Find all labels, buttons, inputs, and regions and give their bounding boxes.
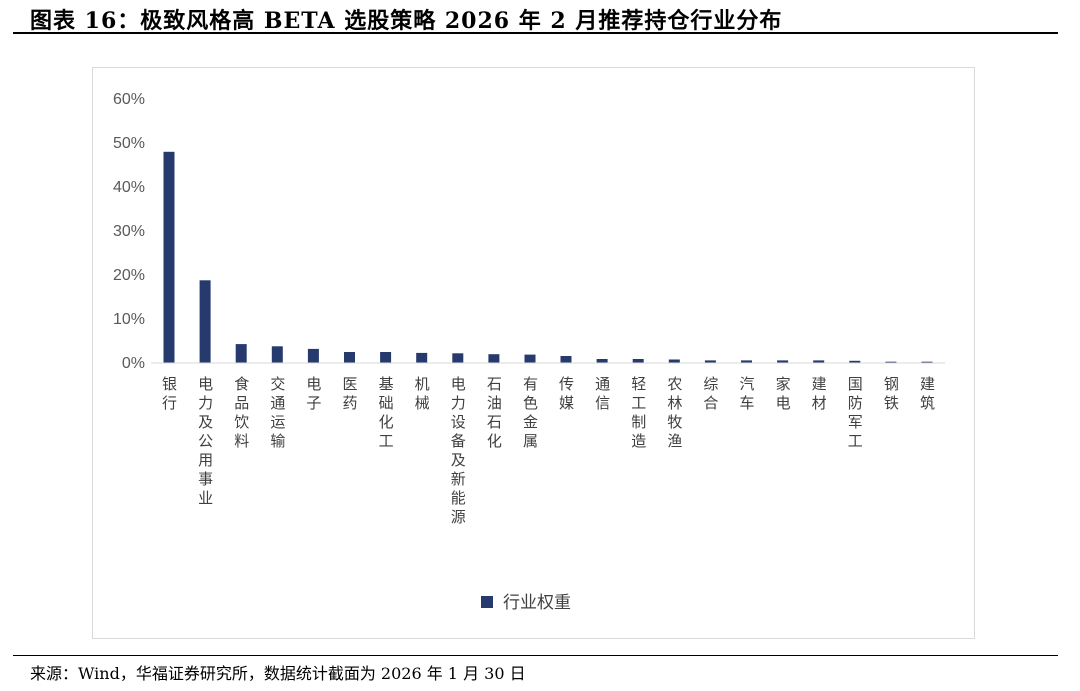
x-tick-label: 建材	[810, 376, 828, 414]
y-tick-label: 20%	[113, 267, 145, 284]
bar	[307, 348, 319, 363]
x-tick-label: 医药	[341, 376, 359, 414]
legend-swatch	[481, 596, 493, 608]
bar	[849, 360, 861, 363]
bar-chart: 0% 10% 20% 30% 40% 50% 60% 银行 电力及公用事业 食品饮料 交通运输 电子…	[113, 91, 945, 613]
x-tick-label: 建筑	[918, 376, 936, 414]
bar	[560, 356, 572, 363]
bar	[416, 352, 428, 363]
x-tick-label: 食品饮料	[232, 376, 250, 452]
y-tick-label: 30%	[113, 223, 145, 240]
x-tick-label: 银行	[160, 376, 178, 414]
legend-label: 行业权重	[503, 593, 571, 613]
bar	[163, 151, 175, 363]
x-tick-label: 综合	[701, 376, 719, 414]
x-tick-label: 传媒	[557, 376, 575, 414]
x-axis-labels: 银行 电力及公用事业 食品饮料 交通运输 电子 医药 基础化工 机械 电力设备及新能源 石油石化有…	[160, 375, 936, 528]
x-tick-label: 轻工制造	[629, 376, 647, 452]
bar	[813, 360, 825, 363]
chart-frame: 0% 10% 20% 30% 40% 50% 60% 银行 电力及公用事业 食品饮料 交通运输 电子…	[92, 67, 975, 639]
bar	[199, 280, 211, 363]
bar	[488, 354, 500, 363]
y-tick-label: 0%	[122, 355, 145, 372]
x-tick-label: 国防军工	[846, 376, 864, 452]
bar	[777, 360, 789, 363]
x-tick-label: 石油石化	[485, 376, 503, 452]
y-tick-label: 60%	[113, 91, 145, 108]
bar	[235, 344, 247, 363]
x-tick-label: 电子	[304, 376, 322, 414]
x-tick-label: 机械	[413, 376, 431, 414]
x-tick-label: 汽车	[738, 376, 756, 414]
x-tick-label: 家电	[774, 376, 792, 414]
x-tick-label: 电力设备及新能源	[449, 376, 467, 528]
bar	[668, 359, 680, 363]
bar	[704, 360, 716, 363]
bars	[163, 151, 933, 363]
x-tick-label: 有色金属	[521, 376, 539, 452]
y-tick-label: 10%	[113, 311, 145, 328]
bar	[452, 353, 464, 363]
source-note: 来源：Wind，华福证券研究所，数据统计截面为 2026 年 1 月 30 日	[30, 664, 526, 683]
bar	[380, 352, 392, 363]
bar	[524, 354, 536, 363]
x-tick-label: 交通运输	[268, 375, 286, 452]
y-tick-label: 50%	[113, 135, 145, 152]
bar	[741, 360, 752, 363]
x-tick-label: 电力及公用事业	[196, 376, 214, 509]
figure-title: 图表 16：极致风格高 BETA 选股策略 2026 年 2 月推荐持仓行业分布	[30, 8, 783, 34]
x-tick-label: 农林牧渔	[665, 376, 683, 452]
bar	[271, 346, 283, 363]
top-rule	[13, 32, 1058, 34]
legend: 行业权重	[481, 593, 571, 613]
bar	[344, 352, 355, 363]
bar	[921, 361, 933, 363]
bar	[632, 359, 644, 363]
x-tick-label: 通信	[593, 376, 611, 414]
bar	[596, 359, 608, 363]
x-tick-label: 钢铁	[882, 376, 900, 414]
y-tick-label: 40%	[113, 179, 145, 196]
bottom-rule	[13, 655, 1058, 656]
y-axis-ticks: 0% 10% 20% 30% 40% 50% 60%	[113, 91, 145, 372]
bar	[885, 361, 897, 363]
x-tick-label: 基础化工	[377, 376, 395, 452]
